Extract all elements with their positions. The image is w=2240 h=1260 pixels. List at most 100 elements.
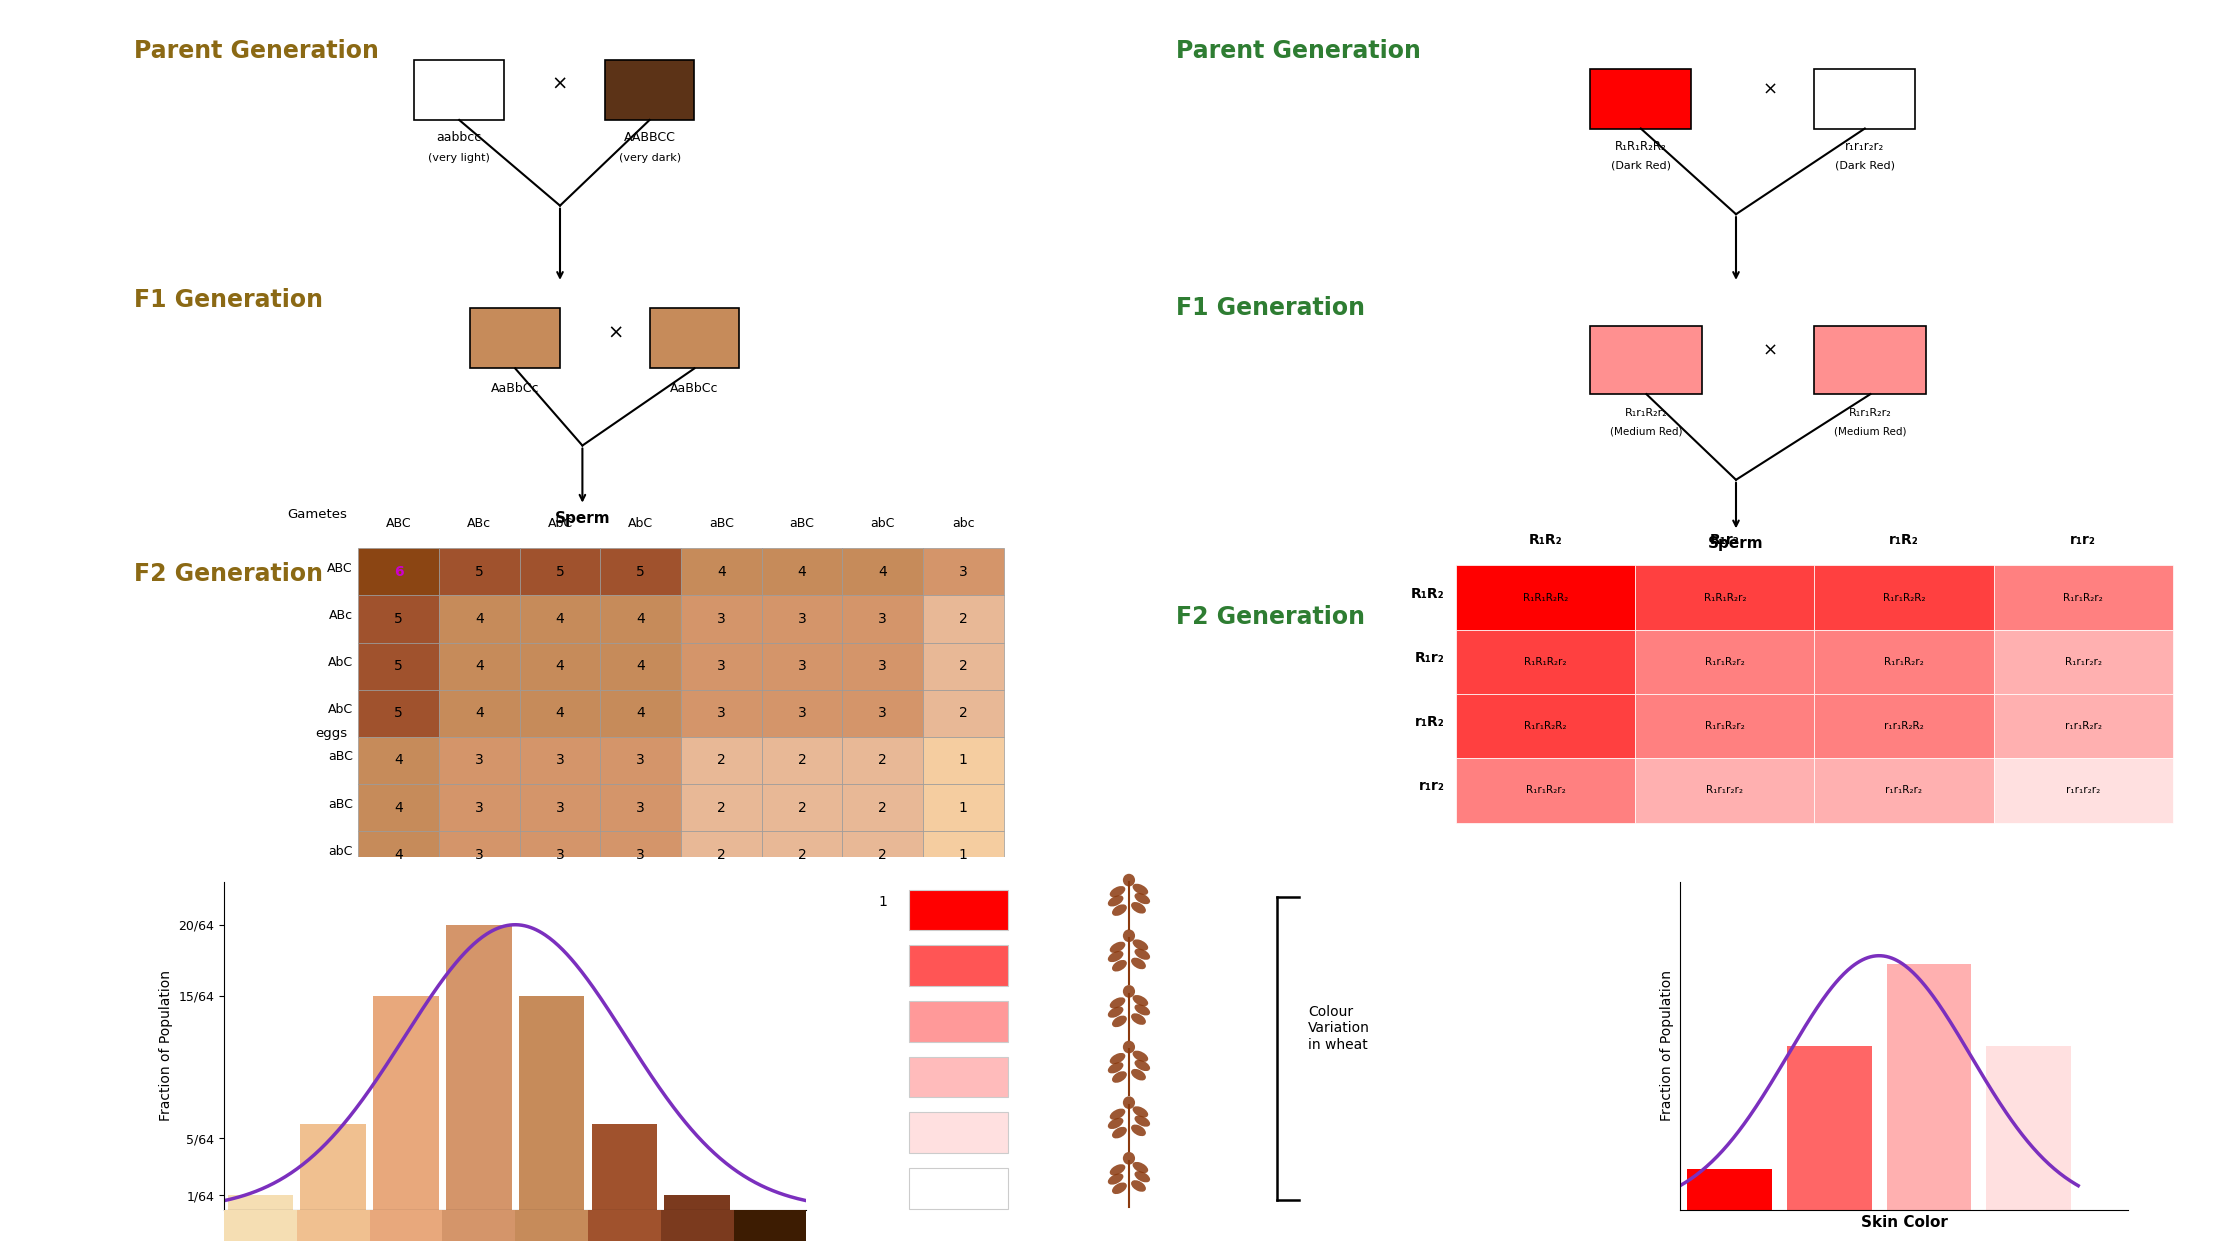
Y-axis label: Fraction of Population: Fraction of Population xyxy=(159,970,172,1121)
Text: 3: 3 xyxy=(717,707,726,721)
FancyBboxPatch shape xyxy=(762,596,842,643)
FancyBboxPatch shape xyxy=(600,784,681,832)
Ellipse shape xyxy=(1131,1181,1147,1192)
FancyBboxPatch shape xyxy=(600,689,681,737)
FancyBboxPatch shape xyxy=(587,1210,661,1241)
Text: Gametes: Gametes xyxy=(287,508,347,522)
FancyBboxPatch shape xyxy=(923,548,1004,596)
Text: 1: 1 xyxy=(717,895,726,908)
FancyBboxPatch shape xyxy=(358,737,439,784)
Text: 1: 1 xyxy=(797,895,806,908)
FancyBboxPatch shape xyxy=(1456,694,1635,759)
Ellipse shape xyxy=(1109,941,1124,953)
Bar xyxy=(1788,1046,1873,1210)
Text: 6: 6 xyxy=(394,564,403,578)
Text: (Dark Red): (Dark Red) xyxy=(1611,161,1671,171)
Ellipse shape xyxy=(1109,1053,1124,1065)
Text: (Medium Red): (Medium Red) xyxy=(1835,426,1906,436)
Text: aabbcc: aabbcc xyxy=(437,131,482,145)
FancyBboxPatch shape xyxy=(358,832,439,878)
Text: R₁r₁R₂R₂: R₁r₁R₂R₂ xyxy=(1884,592,1924,602)
Ellipse shape xyxy=(1133,1004,1149,1016)
Ellipse shape xyxy=(1122,1041,1136,1053)
Text: 2: 2 xyxy=(959,707,968,721)
Ellipse shape xyxy=(1133,1171,1149,1182)
FancyBboxPatch shape xyxy=(439,689,520,737)
Bar xyxy=(228,1196,293,1210)
X-axis label: Skin Color: Skin Color xyxy=(473,1215,558,1230)
Text: aBC: aBC xyxy=(788,517,815,530)
FancyBboxPatch shape xyxy=(520,596,600,643)
FancyBboxPatch shape xyxy=(1456,566,1635,630)
Text: AbC: AbC xyxy=(627,517,654,530)
Text: 2: 2 xyxy=(717,800,726,814)
Ellipse shape xyxy=(1109,1109,1124,1120)
Text: r₁r₂: r₁r₂ xyxy=(1418,780,1445,794)
Text: 4: 4 xyxy=(556,659,564,673)
FancyBboxPatch shape xyxy=(358,596,439,643)
Text: AbC: AbC xyxy=(327,703,354,716)
Text: abc: abc xyxy=(952,517,974,530)
Ellipse shape xyxy=(1109,1173,1124,1184)
Text: 3: 3 xyxy=(797,612,806,626)
FancyBboxPatch shape xyxy=(681,737,762,784)
FancyBboxPatch shape xyxy=(1814,694,1994,759)
Text: 4: 4 xyxy=(797,564,806,578)
FancyBboxPatch shape xyxy=(515,1210,587,1241)
Text: 3: 3 xyxy=(556,848,564,862)
FancyBboxPatch shape xyxy=(842,689,923,737)
FancyBboxPatch shape xyxy=(923,784,1004,832)
Text: 4: 4 xyxy=(475,612,484,626)
Ellipse shape xyxy=(1133,949,1149,960)
FancyBboxPatch shape xyxy=(1590,325,1702,394)
Text: 2: 2 xyxy=(878,848,887,862)
FancyBboxPatch shape xyxy=(600,737,681,784)
Ellipse shape xyxy=(1133,893,1149,905)
Text: 4: 4 xyxy=(636,659,645,673)
FancyBboxPatch shape xyxy=(1635,566,1814,630)
Bar xyxy=(446,925,511,1210)
Text: (very dark): (very dark) xyxy=(618,152,681,163)
Text: ABc: ABc xyxy=(329,609,354,622)
Text: R₁r₁r₂r₂: R₁r₁r₂r₂ xyxy=(2065,656,2101,667)
FancyBboxPatch shape xyxy=(762,784,842,832)
Text: r₁r₁r₂r₂: r₁r₁r₂r₂ xyxy=(2065,785,2101,795)
FancyBboxPatch shape xyxy=(370,1210,441,1241)
FancyBboxPatch shape xyxy=(650,309,739,368)
FancyBboxPatch shape xyxy=(762,737,842,784)
Text: 5: 5 xyxy=(394,707,403,721)
Text: (Dark Red): (Dark Red) xyxy=(1835,161,1895,171)
Bar xyxy=(591,1124,656,1210)
Text: r₁R₂: r₁R₂ xyxy=(1416,716,1445,730)
Text: 5: 5 xyxy=(394,659,403,673)
Text: 5: 5 xyxy=(636,564,645,578)
Ellipse shape xyxy=(1131,958,1147,969)
Ellipse shape xyxy=(1109,1118,1124,1129)
Ellipse shape xyxy=(1122,1096,1136,1109)
Text: 2: 2 xyxy=(797,800,806,814)
Text: 2: 2 xyxy=(959,612,968,626)
FancyBboxPatch shape xyxy=(439,878,520,925)
Text: 5: 5 xyxy=(394,612,403,626)
Text: 2: 2 xyxy=(717,848,726,862)
Text: Colour
Variation
in wheat: Colour Variation in wheat xyxy=(1308,1005,1371,1052)
Text: r₁r₁R₂R₂: r₁r₁R₂R₂ xyxy=(1884,721,1924,731)
FancyBboxPatch shape xyxy=(681,596,762,643)
Ellipse shape xyxy=(1109,896,1124,906)
Text: ABC: ABC xyxy=(385,517,412,530)
Text: R₁r₁R₂R₂: R₁r₁R₂R₂ xyxy=(1525,721,1566,731)
Text: 2: 2 xyxy=(797,753,806,767)
FancyBboxPatch shape xyxy=(681,643,762,689)
Text: 1: 1 xyxy=(959,753,968,767)
FancyBboxPatch shape xyxy=(1456,630,1635,694)
Text: 3: 3 xyxy=(717,612,726,626)
FancyBboxPatch shape xyxy=(520,878,600,925)
Text: 4: 4 xyxy=(475,707,484,721)
FancyBboxPatch shape xyxy=(1590,68,1691,129)
Ellipse shape xyxy=(1133,883,1149,895)
Text: R₁r₁R₂r₂: R₁r₁R₂r₂ xyxy=(1705,721,1745,731)
FancyBboxPatch shape xyxy=(909,1168,1008,1208)
FancyBboxPatch shape xyxy=(842,832,923,878)
FancyBboxPatch shape xyxy=(909,890,1008,930)
Text: 2: 2 xyxy=(475,895,484,908)
